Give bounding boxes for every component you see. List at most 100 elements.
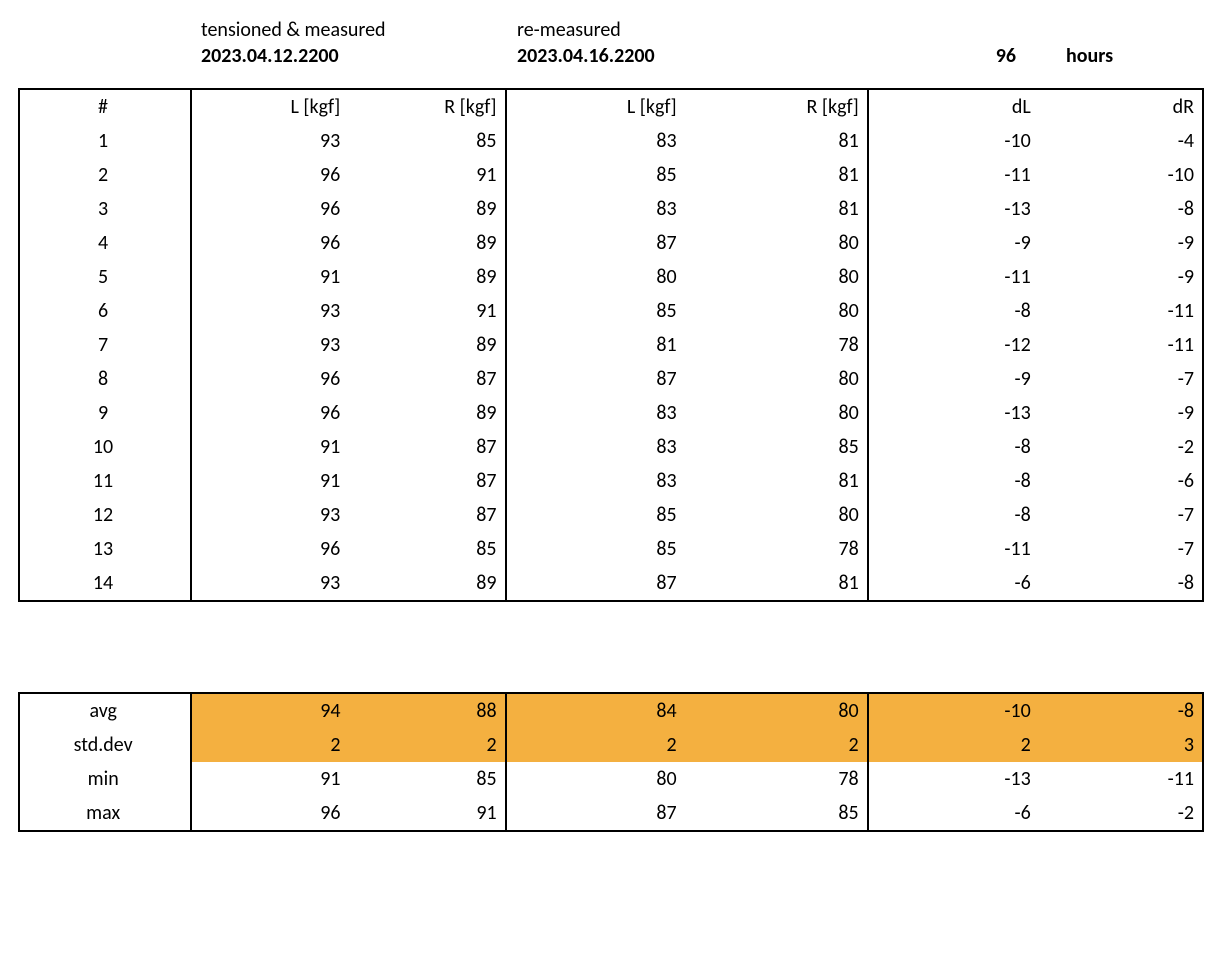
cell: 89 [348, 192, 505, 226]
cell: 85 [348, 124, 505, 158]
cell: 78 [685, 762, 868, 796]
cell: 81 [685, 124, 868, 158]
cell: -9 [1039, 260, 1203, 294]
cell: max [19, 796, 191, 831]
table-row: 996898380-13-9 [19, 396, 1203, 430]
cell: 87 [506, 796, 685, 831]
table-row: 396898381-13-8 [19, 192, 1203, 226]
cell: 12 [19, 498, 191, 532]
cell: -11 [1039, 762, 1203, 796]
cell: 93 [191, 566, 348, 601]
cell: 89 [348, 566, 505, 601]
stats-row-min: min91858078-13-11 [19, 762, 1203, 796]
cell: 96 [191, 396, 348, 430]
cell: 2 [868, 728, 1039, 762]
cell: -9 [1039, 396, 1203, 430]
cell: 91 [191, 260, 348, 294]
cell: 94 [191, 693, 348, 728]
cell: 91 [191, 464, 348, 498]
stats-row-stddev: std.dev222223 [19, 728, 1203, 762]
cell: -8 [1039, 566, 1203, 601]
column-header: # [19, 89, 191, 124]
table-row: 1293878580-8-7 [19, 498, 1203, 532]
cell: -6 [1039, 464, 1203, 498]
cell: 10 [19, 430, 191, 464]
cell: 85 [506, 532, 685, 566]
cell: 4 [19, 226, 191, 260]
cell: -12 [868, 328, 1039, 362]
cell: -2 [1039, 796, 1203, 831]
table-row: 896878780-9-7 [19, 362, 1203, 396]
stats-row-avg: avg94888480-10-8 [19, 693, 1203, 728]
cell: min [19, 762, 191, 796]
cell: 81 [685, 566, 868, 601]
cell: 83 [506, 124, 685, 158]
cell: 85 [349, 762, 506, 796]
cell: 88 [349, 693, 506, 728]
date-tensioned: 2023.04.12.2200 [191, 44, 507, 68]
cell: 1 [19, 124, 191, 158]
cell: 81 [506, 328, 685, 362]
column-headers: #L [kgf]R [kgf]L [kgf]R [kgf]dLdR [19, 89, 1203, 124]
cell: -2 [1039, 430, 1203, 464]
cell: 96 [191, 158, 348, 192]
cell: 85 [506, 498, 685, 532]
stats-row-max: max96918785-6-2 [19, 796, 1203, 831]
cell: 11 [19, 464, 191, 498]
cell: 87 [506, 566, 685, 601]
cell: -11 [868, 532, 1039, 566]
cell: 87 [506, 226, 685, 260]
cell: 81 [685, 192, 868, 226]
cell: 85 [348, 532, 505, 566]
cell: -13 [868, 192, 1039, 226]
cell: 87 [506, 362, 685, 396]
cell: 2 [19, 158, 191, 192]
cell: -8 [868, 498, 1039, 532]
cell: 91 [348, 294, 505, 328]
measurement-table: #L [kgf]R [kgf]L [kgf]R [kgf]dLdR1938583… [18, 88, 1204, 602]
cell: 93 [191, 124, 348, 158]
header-labels: tensioned & measured re-measured [18, 18, 1204, 42]
cell: 96 [191, 532, 348, 566]
cell: 91 [348, 158, 505, 192]
cell: 9 [19, 396, 191, 430]
label-tensioned: tensioned & measured [191, 18, 507, 42]
cell: -11 [1039, 294, 1203, 328]
cell: -6 [868, 796, 1039, 831]
column-header: L [kgf] [506, 89, 685, 124]
column-header: dL [868, 89, 1039, 124]
cell: 80 [506, 762, 685, 796]
cell: 93 [191, 294, 348, 328]
cell: 80 [685, 260, 868, 294]
cell: -8 [868, 464, 1039, 498]
cell: -7 [1039, 498, 1203, 532]
table-row: 793898178-12-11 [19, 328, 1203, 362]
cell: -9 [868, 226, 1039, 260]
cell: 81 [685, 158, 868, 192]
cell: 89 [348, 328, 505, 362]
cell: -9 [1039, 226, 1203, 260]
cell: 3 [19, 192, 191, 226]
cell: 2 [191, 728, 348, 762]
cell: 6 [19, 294, 191, 328]
cell: -8 [1039, 693, 1203, 728]
cell: -11 [1039, 328, 1203, 362]
column-header: L [kgf] [191, 89, 348, 124]
cell: -6 [868, 566, 1039, 601]
cell: -11 [868, 260, 1039, 294]
cell: 89 [348, 396, 505, 430]
cell: 3 [1039, 728, 1203, 762]
cell: 2 [349, 728, 506, 762]
cell: 85 [685, 430, 868, 464]
cell: 91 [191, 430, 348, 464]
table-row: 1091878385-8-2 [19, 430, 1203, 464]
header-dates: 2023.04.12.2200 2023.04.16.2200 96 hours [18, 44, 1204, 68]
cell: 78 [685, 328, 868, 362]
column-header: dR [1039, 89, 1203, 124]
cell: avg [19, 693, 191, 728]
cell: -13 [868, 396, 1039, 430]
cell: -11 [868, 158, 1039, 192]
cell: 7 [19, 328, 191, 362]
duration-value: 96 [871, 44, 1046, 68]
table-row: 1191878381-8-6 [19, 464, 1203, 498]
